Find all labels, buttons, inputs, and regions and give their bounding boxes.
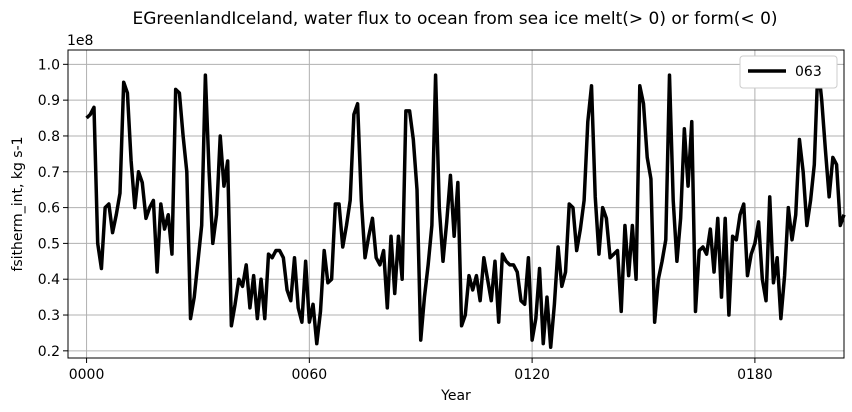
y-tick-label: 0.2 xyxy=(38,344,60,360)
y-offset-label: 1e8 xyxy=(67,33,93,49)
y-tick-label: 0.7 xyxy=(38,165,60,181)
x-tick-label: 0000 xyxy=(69,367,105,383)
y-tick-label: 0.9 xyxy=(38,93,60,109)
plot-frame xyxy=(67,49,845,359)
legend-box xyxy=(739,55,838,89)
chart-title: EGreenlandIceland, water flux to ocean f… xyxy=(132,9,777,29)
x-axis-label: Year xyxy=(440,388,471,404)
y-tick-label: 0.6 xyxy=(38,201,60,217)
x-tick-label: 0120 xyxy=(514,367,550,383)
legend-label: 063 xyxy=(795,64,822,80)
y-tick-label: 1.0 xyxy=(38,57,60,73)
y-tick-label: 0.5 xyxy=(38,236,60,252)
y-tick-label: 0.3 xyxy=(38,308,60,324)
axis-ticks: 0000 0060 0120 0180 0.2 0.3 0.4 0.5 0.6 0.7 0.8 0.9… xyxy=(38,57,773,383)
plot-lines xyxy=(85,62,846,350)
y-tick-label: 0.4 xyxy=(38,272,60,288)
legend: 063 xyxy=(739,55,838,89)
series-line-063 xyxy=(85,62,846,350)
x-tick-label: 0180 xyxy=(737,367,773,383)
x-tick-label: 0060 xyxy=(292,367,328,383)
y-axis-label: fsitherm_int, kg s-1 xyxy=(10,136,26,271)
y-tick-label: 0.8 xyxy=(38,129,60,145)
